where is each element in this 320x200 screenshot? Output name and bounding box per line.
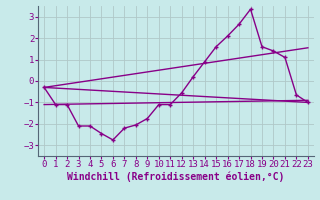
X-axis label: Windchill (Refroidissement éolien,°C): Windchill (Refroidissement éolien,°C) [67, 172, 285, 182]
